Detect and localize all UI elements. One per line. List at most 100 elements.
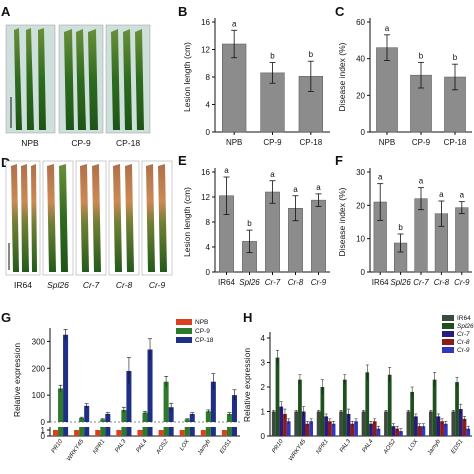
xtick-label-b: CP-18 [299,138,322,147]
xtick-label-h: PR10 [271,438,285,454]
bar-h-cr8 [462,418,467,436]
xtick-label-h: PAL4 [362,438,375,454]
leaf-ir64-2 [21,164,29,272]
bar-g-base-cp-18 [210,427,216,436]
bar-g-base-cp-9 [184,427,190,436]
bar-e [265,191,280,273]
bar-g-base-cp-9 [121,427,127,436]
bar-h-cr7 [391,426,396,436]
chart-b: 0 4 8 12 16 Lesion length (cm) a NPB b CP-9 b CP-18 [182,18,330,147]
bar-g-base-cp-9 [58,427,64,436]
bar-f [455,207,469,273]
bar-h-ir64 [384,411,388,436]
leaf-cp18-2 [123,29,132,130]
xtick-label-b: NPB [226,138,242,147]
ytick-label-g: 100 [32,391,46,400]
bar-h-ir64 [271,411,276,436]
bar-h-cr8 [350,423,355,436]
bar-g-base-cp-18 [63,427,69,436]
leaf-spl26-2 [59,164,68,272]
significance-label-b: a [232,19,237,28]
ytick-label-e: 12 [201,193,210,202]
leaf-cp9-2 [76,29,86,130]
bar-g-npb [158,430,164,436]
bar-h-cr7 [369,423,373,436]
xtick-label-e: Cr-9 [311,278,327,287]
legend-swatch-h-cr7 [442,331,454,337]
xtick-label-f: Cr-8 [434,278,450,287]
xtick-label-h: EDS1 [451,439,465,455]
significance-label-f: a [460,191,465,200]
bar-g-cp-18 [168,407,174,422]
bar-g-base-cp-9 [142,427,148,436]
xtick-label-g: PR10 [51,438,65,454]
significance-label-f: a [378,173,383,182]
bar-g-npb [200,430,206,436]
leaf-ir64-1 [11,164,19,272]
leaf-npb-2 [26,28,34,130]
legend-swatch-h-spl26 [442,323,454,329]
bar-g-cp-9 [121,409,127,422]
leaf-npb-3 [38,28,46,130]
chart-c: 0 20 40 60 Disease index (%) a NPB b CP-9 b CP-18 [337,18,472,147]
ytick-label-b: 0 [206,128,211,137]
bar-h-cr7 [346,413,351,436]
photo-label-spl26: Spl26 [47,280,69,290]
legend-swatch-g-cp-9 [176,328,192,334]
bar-h-cr7 [436,416,441,436]
bar-h-ir64 [406,411,411,436]
bar-g-base-cp-18 [147,427,153,436]
significance-label-c: a [385,24,390,33]
bar-g-cp-9 [58,388,64,422]
bar-h-ir64 [294,411,299,436]
xtick-label-f: Cr-9 [454,278,470,287]
significance-label-f: b [398,223,403,232]
y-axis-title-h: Relative expression [242,348,252,422]
ytick-label-b: 8 [206,73,211,82]
bar-g-npb [95,430,101,436]
leaf-npb-1 [14,28,22,130]
ytick-label-e: 8 [206,218,211,227]
bar-g-base-cp-9 [163,427,169,436]
ytick-label-f: 30 [356,168,365,177]
xtick-label-c: NPB [379,138,395,147]
bar-h-cr9 [421,426,426,436]
significance-label-f: a [439,190,444,199]
y-axis-title-g: Relative expression [12,343,22,417]
significance-label-b: b [270,52,275,61]
leaf-ir64-3 [31,164,37,272]
legend-label-h-ir64: IR64 [457,315,471,322]
bar-g-npb [137,430,143,436]
bar-h-ir64 [361,411,366,436]
photo-label-npb: NPB [21,138,39,148]
bar-g-cp-18 [231,395,237,422]
xtick-label-h: NPR1 [316,439,330,456]
bar-h-spl26 [432,379,437,436]
panel-a-photos: NPB CP-9 CP-18 [5,24,151,148]
bar-g-npb [221,430,227,436]
bar-h-cr7 [279,406,284,436]
bar-g-cp-9 [142,412,148,422]
legend-swatch-g-npb [176,319,192,325]
photo-label-cr8: Cr-8 [116,280,133,290]
bar-g-cp-9 [100,419,106,422]
ytick-label-c: 0 [361,128,366,137]
leaf-cr7-2 [92,164,101,272]
bar-g-cp-18 [126,370,132,422]
bar-h-spl26 [455,382,459,436]
xtick-label-h: AOS2 [382,438,397,456]
bar-g-cp-18 [63,334,69,422]
significance-label-c: b [453,53,458,62]
ytick-label-h: 4 [261,334,266,343]
ytick-label-h: 3 [261,359,266,368]
significance-label-c: b [419,51,424,60]
xtick-label-c: CP-18 [444,138,467,147]
ytick-label-g: 0 [41,418,46,427]
bar-g-cp-18 [105,413,111,422]
xtick-label-f: Cr-7 [413,278,429,287]
leaf-spl26-1 [47,164,56,272]
xtick-label-g: AOS2 [155,438,170,456]
ytick-label-c: 40 [356,55,365,64]
